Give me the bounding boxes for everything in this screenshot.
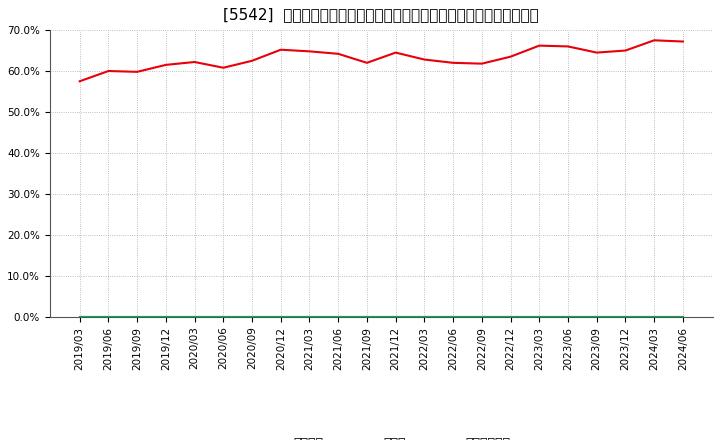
のれん	[248, 314, 256, 319]
のれん	[276, 314, 285, 319]
のれん	[190, 314, 199, 319]
自己資本	[678, 39, 687, 44]
繰延税金資産	[650, 314, 659, 319]
繰延税金資産	[334, 314, 343, 319]
繰延税金資産	[219, 314, 228, 319]
のれん	[334, 314, 343, 319]
のれん	[621, 314, 630, 319]
のれん	[104, 314, 113, 319]
繰延税金資産	[477, 314, 486, 319]
自己資本	[104, 68, 113, 73]
のれん	[506, 314, 515, 319]
繰延税金資産	[161, 314, 170, 319]
自己資本	[76, 79, 84, 84]
繰延税金資産	[449, 314, 457, 319]
のれん	[477, 314, 486, 319]
繰延税金資産	[132, 314, 141, 319]
自己資本	[132, 69, 141, 74]
Title: [5542]  自己資本、のれん、繰延税金資産の総資産に対する比率の推移: [5542] 自己資本、のれん、繰延税金資産の総資産に対する比率の推移	[223, 7, 539, 22]
自己資本	[161, 62, 170, 67]
のれん	[161, 314, 170, 319]
自己資本	[449, 60, 457, 66]
繰延税金資産	[305, 314, 314, 319]
自己資本	[276, 47, 285, 52]
のれん	[305, 314, 314, 319]
自己資本	[535, 43, 544, 48]
自己資本	[506, 54, 515, 59]
自己資本	[477, 61, 486, 66]
繰延税金資産	[248, 314, 256, 319]
自己資本	[420, 57, 428, 62]
自己資本	[334, 51, 343, 56]
のれん	[76, 314, 84, 319]
繰延税金資産	[76, 314, 84, 319]
繰延税金資産	[363, 314, 372, 319]
自己資本	[564, 44, 572, 49]
繰延税金資産	[506, 314, 515, 319]
繰延税金資産	[564, 314, 572, 319]
繰延税金資産	[535, 314, 544, 319]
自己資本	[219, 65, 228, 70]
Line: 自己資本: 自己資本	[80, 40, 683, 81]
のれん	[219, 314, 228, 319]
のれん	[564, 314, 572, 319]
Legend: 自己資本, のれん, 繰延税金資産: 自己資本, のれん, 繰延税金資産	[247, 432, 516, 440]
繰延税金資産	[420, 314, 428, 319]
のれん	[535, 314, 544, 319]
繰延税金資産	[104, 314, 113, 319]
自己資本	[392, 50, 400, 55]
のれん	[650, 314, 659, 319]
自己資本	[593, 50, 601, 55]
のれん	[392, 314, 400, 319]
自己資本	[190, 59, 199, 65]
のれん	[593, 314, 601, 319]
繰延税金資産	[276, 314, 285, 319]
自己資本	[363, 60, 372, 66]
のれん	[132, 314, 141, 319]
のれん	[678, 314, 687, 319]
繰延税金資産	[392, 314, 400, 319]
自己資本	[621, 48, 630, 53]
のれん	[363, 314, 372, 319]
自己資本	[248, 58, 256, 63]
自己資本	[650, 38, 659, 43]
自己資本	[305, 49, 314, 54]
繰延税金資産	[621, 314, 630, 319]
繰延税金資産	[678, 314, 687, 319]
のれん	[449, 314, 457, 319]
繰延税金資産	[190, 314, 199, 319]
繰延税金資産	[593, 314, 601, 319]
のれん	[420, 314, 428, 319]
